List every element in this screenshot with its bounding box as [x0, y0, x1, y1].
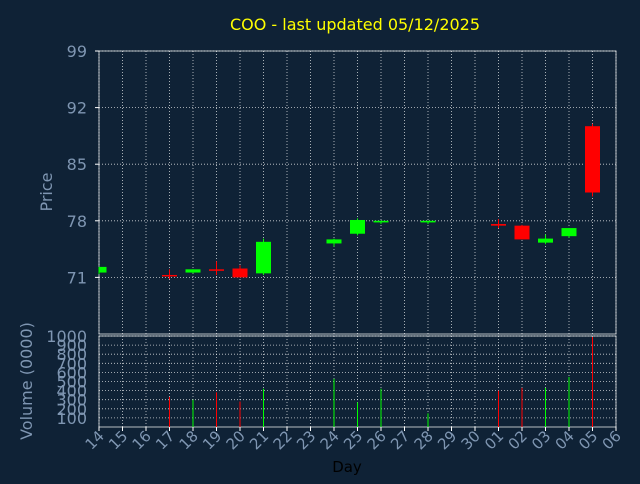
candle-body — [256, 241, 271, 274]
candle-body — [185, 269, 201, 273]
day-tick-label: 02 — [505, 427, 531, 453]
candle-17 — [162, 269, 177, 280]
price-tick-label: 71 — [67, 268, 87, 287]
day-tick-label: 30 — [458, 427, 484, 453]
price-tick-label: 85 — [67, 155, 87, 174]
price-axis: 71 78 85 92 99 — [67, 42, 99, 287]
candle-25 — [350, 218, 365, 236]
candle-26 — [373, 220, 389, 225]
candle-body — [350, 219, 365, 234]
candle-body — [209, 269, 224, 271]
day-tick-label: 21 — [246, 427, 272, 453]
day-tick-label: 01 — [481, 427, 507, 453]
price-tick-label: 78 — [67, 212, 87, 231]
candlesticks — [98, 123, 600, 280]
candle-05 — [585, 123, 600, 197]
volume-tick-label: 900 — [56, 336, 87, 355]
price-tick-label: 99 — [67, 42, 87, 61]
day-tick-label: 05 — [575, 427, 601, 453]
candle-body — [491, 224, 506, 226]
volume-tick-label: 400 — [56, 382, 87, 401]
price-axis-label: Price — [37, 172, 56, 211]
volume-tick-label: 600 — [56, 363, 87, 382]
day-tick-label: 25 — [340, 427, 366, 453]
volume-tick-label: 500 — [56, 373, 87, 392]
x-axis-label: Day — [332, 458, 362, 476]
candle-body — [561, 228, 577, 237]
day-tick-label: 04 — [552, 427, 578, 453]
day-tick-label: 03 — [528, 427, 554, 453]
price-grid — [98, 50, 617, 335]
candle-body — [373, 220, 389, 223]
volume-tick-label: 200 — [56, 400, 87, 419]
candle-body — [326, 239, 342, 244]
candle-body — [538, 238, 553, 243]
candle-body — [162, 274, 177, 277]
candle-body — [232, 268, 248, 278]
candle-01 — [491, 219, 506, 229]
candle-03 — [538, 234, 553, 245]
candle-28 — [420, 220, 436, 225]
day-tick-label: 15 — [105, 427, 131, 453]
candle-body — [514, 225, 530, 240]
candle-19 — [209, 261, 224, 275]
volume-axis-label: Volume (0000) — [17, 322, 36, 440]
day-tick-label: 24 — [317, 427, 343, 453]
candle-02 — [514, 224, 530, 240]
volume-tick-label: 800 — [56, 345, 87, 364]
day-tick-label: 14 — [82, 427, 108, 453]
day-tick-label: 22 — [270, 427, 296, 453]
day-tick-label: 17 — [152, 427, 178, 453]
candle-body — [99, 266, 107, 273]
candle-body — [420, 220, 436, 223]
candle-14 — [98, 266, 107, 275]
volume-tick-label: 100 — [56, 409, 87, 428]
day-tick-label: 18 — [176, 427, 202, 453]
volume-tick-label: 1000 — [46, 327, 87, 346]
candle-24 — [326, 238, 342, 247]
volume-tick-label: 700 — [56, 354, 87, 373]
day-tick-label: 06 — [599, 427, 625, 453]
candle-18 — [185, 269, 201, 274]
day-tick-label: 19 — [199, 427, 225, 453]
candle-body — [585, 126, 600, 193]
candle-21 — [256, 238, 271, 275]
price-frame — [98, 50, 617, 335]
candle-04 — [561, 228, 577, 238]
day-tick-label: 29 — [434, 427, 460, 453]
day-tick-label: 16 — [129, 427, 155, 453]
volume-bars — [169, 336, 593, 427]
price-tick-label: 92 — [67, 99, 87, 118]
candle-20 — [232, 265, 248, 278]
day-tick-label: 27 — [387, 427, 413, 453]
day-tick-label: 23 — [293, 427, 319, 453]
day-tick-label: 28 — [411, 427, 437, 453]
day-tick-label: 26 — [364, 427, 390, 453]
day-axis: 1415161718192021222324252627282930010203… — [82, 427, 625, 453]
day-tick-label: 20 — [223, 427, 249, 453]
volume-tick-label: 300 — [56, 391, 87, 410]
chart-title: COO - last updated 05/12/2025 — [230, 15, 480, 34]
